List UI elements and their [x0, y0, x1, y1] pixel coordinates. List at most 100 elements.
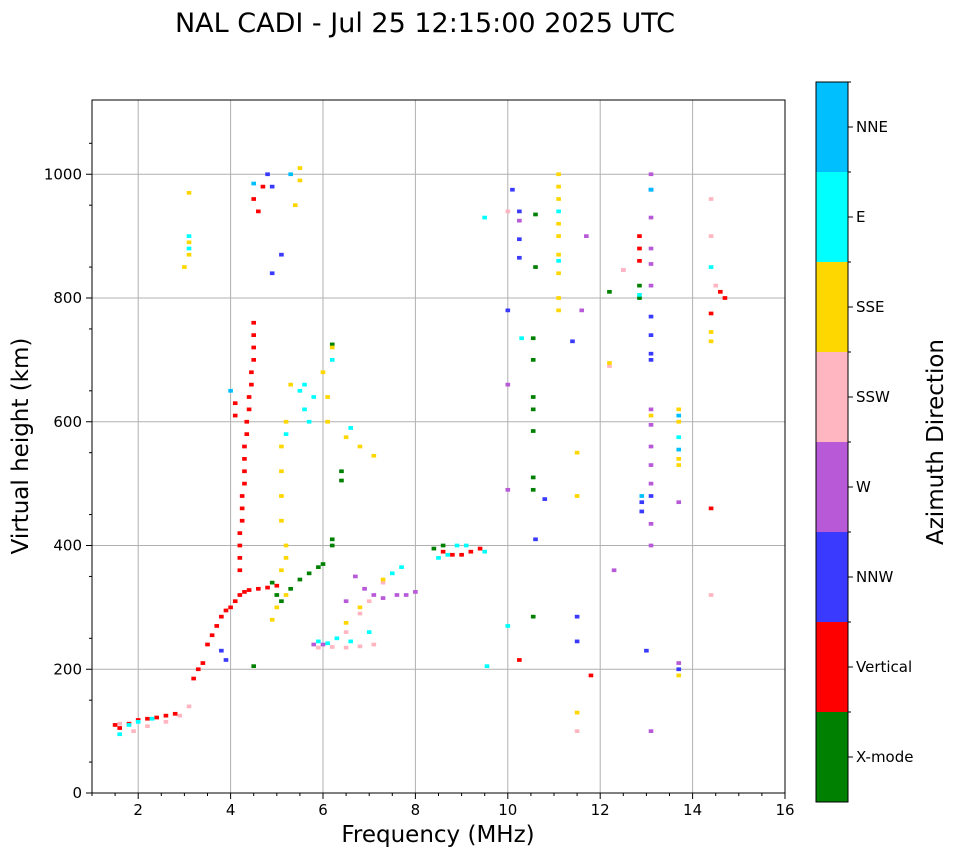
data-point [517, 658, 522, 662]
y-tick-label: 200 [53, 660, 82, 678]
data-point [676, 413, 682, 418]
data-point [186, 246, 192, 251]
data-point [637, 283, 642, 288]
data-point [145, 724, 150, 729]
data-point [510, 187, 515, 192]
data-point [517, 237, 522, 242]
data-point [239, 494, 245, 498]
data-point [334, 636, 340, 641]
data-point [357, 444, 363, 449]
data-point [517, 255, 522, 260]
data-point [283, 419, 289, 424]
data-point [676, 407, 682, 412]
series-sse [182, 166, 714, 715]
data-point [530, 336, 536, 341]
data-point [676, 500, 682, 505]
data-point [182, 265, 187, 269]
data-point [722, 296, 728, 300]
data-point [251, 197, 257, 201]
data-point [519, 336, 524, 341]
x-tick-label: 14 [683, 801, 702, 819]
data-point [637, 293, 642, 297]
y-tick-label: 1000 [44, 165, 82, 183]
data-point [251, 320, 257, 325]
data-point [249, 370, 254, 375]
data-point [530, 429, 536, 433]
data-point [195, 667, 201, 672]
data-point [676, 457, 682, 461]
data-point [482, 215, 488, 220]
data-point [219, 648, 224, 653]
data-point [648, 422, 654, 427]
data-point [708, 234, 714, 238]
data-point [556, 184, 561, 189]
data-point [676, 673, 682, 678]
data-point [239, 506, 245, 511]
y-tick-label: 0 [72, 784, 82, 802]
data-point [343, 435, 349, 440]
data-point [639, 500, 645, 505]
data-point [283, 432, 289, 436]
data-point [274, 583, 280, 588]
x-tick-label: 6 [318, 801, 328, 819]
data-point [556, 172, 561, 177]
data-point [648, 215, 654, 220]
data-point [607, 361, 612, 365]
data-point [242, 444, 247, 449]
data-point [329, 342, 335, 347]
data-point [648, 543, 654, 548]
data-point [574, 494, 580, 498]
data-point [440, 543, 446, 548]
data-point [154, 715, 159, 720]
data-point [366, 599, 372, 604]
data-point [648, 481, 654, 486]
colorbar-swatch [816, 622, 848, 712]
data-point [316, 565, 321, 570]
data-point [676, 435, 682, 440]
data-point [343, 599, 349, 604]
data-point [279, 252, 284, 257]
data-point [145, 716, 150, 721]
series-e [117, 209, 714, 737]
data-point [297, 577, 303, 582]
colorbar-swatch [816, 172, 848, 262]
data-point [246, 407, 252, 412]
data-point [249, 382, 254, 387]
data-point [126, 723, 132, 727]
data-point [708, 339, 714, 344]
data-point [505, 382, 511, 387]
data-point [269, 271, 275, 276]
data-point [648, 262, 654, 266]
data-point [556, 197, 561, 201]
data-point [306, 571, 312, 576]
data-point [186, 234, 192, 238]
data-point [556, 221, 561, 226]
data-point [644, 648, 649, 653]
colorbar-tick-label: NNW [856, 568, 893, 586]
data-point [357, 644, 363, 649]
data-point [242, 481, 247, 486]
data-point [325, 395, 330, 399]
data-point [611, 568, 617, 573]
data-point [413, 590, 418, 594]
data-point [186, 252, 192, 257]
data-point [556, 209, 561, 214]
data-point [648, 283, 654, 288]
data-point [574, 729, 580, 733]
colorbar: X-mode Vertical NNW W SSW SSE E NNE [815, 81, 913, 803]
data-point [339, 469, 344, 474]
data-point [269, 184, 275, 189]
data-point [237, 531, 243, 535]
data-point [329, 645, 335, 649]
data-point [484, 664, 490, 669]
data-point [242, 469, 247, 474]
data-point [505, 308, 511, 313]
y-tick-label: 600 [53, 413, 82, 431]
data-point [708, 593, 714, 597]
data-point [718, 289, 723, 294]
data-point [530, 487, 536, 492]
data-point [648, 172, 654, 177]
data-point [191, 676, 196, 681]
data-point [242, 457, 247, 461]
data-point [445, 552, 451, 557]
